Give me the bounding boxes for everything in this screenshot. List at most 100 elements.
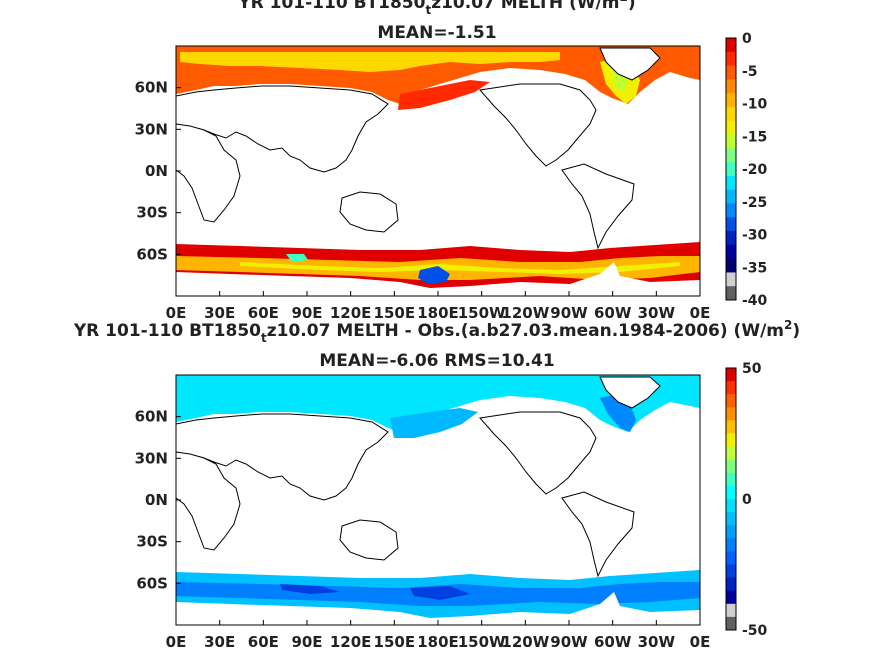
y-tick-label: 60N xyxy=(135,408,168,426)
colorbar-swatch xyxy=(726,433,736,448)
y-tick-label: 30N xyxy=(135,449,168,467)
x-tick-label: 150E xyxy=(374,304,416,322)
colorbar-swatch xyxy=(726,472,736,487)
panel-bottom-arctic-band xyxy=(176,375,700,432)
x-tick-label: 0E xyxy=(166,633,187,651)
y-tick-label: 0N xyxy=(145,162,168,180)
x-tick-label: 60W xyxy=(594,633,632,651)
panel-top-greenland xyxy=(599,47,661,81)
colorbar-frame xyxy=(725,367,737,631)
y-tick-label: 30S xyxy=(136,204,168,222)
colorbar-tick-label: -40 xyxy=(742,293,768,309)
x-tick-label: 0E xyxy=(166,304,187,322)
colorbar-swatch xyxy=(726,79,736,94)
colorbar-tick-label: -20 xyxy=(742,162,768,178)
x-tick-label: 120E xyxy=(330,633,372,651)
x-tick-label: 60W xyxy=(594,304,632,322)
x-tick-label: 120W xyxy=(501,304,549,322)
x-tick-label: 30W xyxy=(638,633,676,651)
x-tick-label: 150W xyxy=(458,633,506,651)
colorbar-swatch xyxy=(726,231,736,246)
colorbar-tick-label: -30 xyxy=(742,228,768,244)
panel-bottom-coastlines xyxy=(175,376,661,578)
x-tick-label: 60E xyxy=(248,304,279,322)
x-tick-label: 150W xyxy=(458,304,506,322)
panel-top-southern-yellow xyxy=(240,262,680,274)
colorbar-swatch xyxy=(726,106,736,122)
colorbar-tick-label: -25 xyxy=(742,195,767,211)
x-tick-label: 60E xyxy=(248,633,279,651)
colorbar-tick-label: 0 xyxy=(742,31,752,47)
colorbar-swatch xyxy=(726,590,736,605)
colorbar-tick-label: -50 xyxy=(742,623,768,639)
x-tick-label: 150E xyxy=(374,633,416,651)
panel-top-arctic-inner xyxy=(180,52,560,72)
panel-top-south-america xyxy=(561,163,635,250)
colorbar-swatch xyxy=(726,175,736,191)
panel-top-coastlines xyxy=(175,47,661,250)
panel-top-north-america xyxy=(479,83,597,167)
x-tick-label: 180E xyxy=(417,304,459,322)
colorbar-swatch xyxy=(726,93,736,108)
colorbar-swatch xyxy=(726,258,736,273)
colorbar-swatch xyxy=(726,603,736,618)
colorbar-swatch xyxy=(726,407,736,421)
panel-top-colorbar: 0 -5 -10 -15 -20 -25 -30 -35 -40 xyxy=(725,31,768,309)
colorbar-swatch xyxy=(726,381,736,395)
panel-top-antarctica xyxy=(176,262,700,296)
x-tick-label: 90W xyxy=(550,304,588,322)
panel-top: YR 101-110 BT1850tz10.07 MELTH (W/m2) ME… xyxy=(135,0,768,322)
colorbar-swatch xyxy=(726,499,736,513)
colorbar-swatch xyxy=(726,394,736,408)
colorbar-swatch xyxy=(726,244,736,260)
panel-bottom-africa xyxy=(175,451,241,551)
x-tick-label: 90E xyxy=(291,304,322,322)
panel-top-australia xyxy=(339,191,399,233)
colorbar-swatch xyxy=(726,446,736,461)
panel-bottom-north-america xyxy=(479,411,597,495)
panel-bottom-greenland xyxy=(599,376,661,409)
colorbar-swatch xyxy=(726,512,736,526)
colorbar-tick-label: -10 xyxy=(742,97,768,113)
colorbar-swatch xyxy=(726,525,736,539)
panel-top-bering xyxy=(398,80,490,110)
colorbar-swatch xyxy=(726,65,736,80)
panel-bottom-subtitle: MEAN=-6.06 RMS=10.41 xyxy=(319,351,554,371)
colorbar-tick-label: -5 xyxy=(742,64,758,80)
panel-bottom: YR 101-110 BT1850tz10.07 MELTH - Obs.(a.… xyxy=(73,318,800,651)
colorbar-swatch xyxy=(726,203,736,218)
colorbar-swatch xyxy=(726,51,736,67)
panel-bottom-eurasia xyxy=(175,413,389,501)
x-tick-label: 180E xyxy=(417,633,459,651)
colorbar-swatch xyxy=(726,134,736,149)
panel-bottom-bering xyxy=(390,408,478,438)
colorbar-swatch xyxy=(726,564,736,579)
panel-top-weddell-cyan xyxy=(286,254,308,262)
colorbar-swatch xyxy=(726,485,736,500)
x-tick-label: 120W xyxy=(501,633,549,651)
panel-top-title: YR 101-110 BT1850tz10.07 MELTH (W/m2) xyxy=(237,0,635,17)
x-tick-label: 120E xyxy=(330,304,372,322)
x-tick-label: 30W xyxy=(638,304,676,322)
colorbar-swatch xyxy=(726,120,736,136)
colorbar-swatch xyxy=(726,538,736,552)
panel-top-map xyxy=(175,45,701,297)
x-tick-label: 90E xyxy=(291,633,322,651)
x-tick-label: 0E xyxy=(690,633,711,651)
panel-top-ross-blue xyxy=(418,266,450,284)
y-tick-label: 60S xyxy=(136,245,168,263)
panel-top-eurasia xyxy=(175,85,389,173)
colorbar-tick-label: 0 xyxy=(742,492,752,508)
y-tick-label: 60N xyxy=(135,79,168,97)
panel-bottom-map xyxy=(175,374,701,626)
colorbar-frame xyxy=(725,37,737,301)
colorbar-swatch xyxy=(726,38,736,53)
colorbar-tick-label: -35 xyxy=(742,260,767,276)
colorbar-swatch xyxy=(726,459,736,474)
panel-bottom-australia xyxy=(339,519,399,561)
colorbar-swatch xyxy=(726,551,736,565)
colorbar-swatch xyxy=(726,148,736,163)
colorbar-swatch xyxy=(726,272,736,287)
